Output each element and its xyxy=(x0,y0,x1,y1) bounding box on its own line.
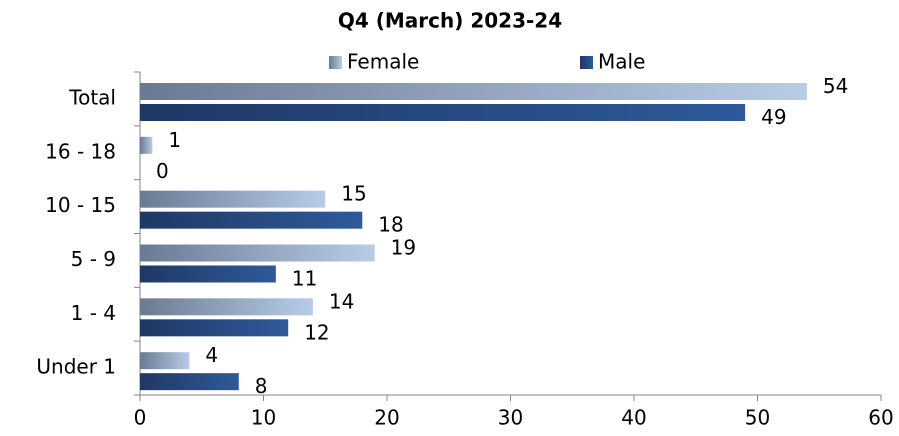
x-tick-label: 60 xyxy=(868,406,893,430)
bar xyxy=(140,244,375,262)
data-label: 15 xyxy=(341,182,366,206)
legend-swatch xyxy=(580,56,593,69)
y-tick-label: 1 - 4 xyxy=(71,301,116,325)
data-label: 12 xyxy=(304,320,329,344)
x-tick-label: 50 xyxy=(745,406,770,430)
data-label: 8 xyxy=(255,374,268,398)
x-tick-label: 10 xyxy=(251,406,276,430)
y-tick-label: Total xyxy=(68,85,116,109)
bar xyxy=(140,265,276,283)
data-label: 1 xyxy=(168,128,181,152)
bar xyxy=(140,136,153,154)
data-label: 14 xyxy=(329,289,354,313)
bar xyxy=(140,373,239,391)
y-tick-label: 10 - 15 xyxy=(45,193,116,217)
x-tick-label: 20 xyxy=(374,406,399,430)
chart-title: Q4 (March) 2023-24 xyxy=(338,9,562,33)
bar xyxy=(140,352,190,370)
bar xyxy=(140,190,326,208)
data-label: 19 xyxy=(391,236,416,260)
data-label: 49 xyxy=(761,105,786,129)
legend-label: Male xyxy=(598,50,645,74)
data-label: 0 xyxy=(156,159,169,183)
bar xyxy=(140,83,807,100)
bar xyxy=(140,319,289,337)
legend-label: Female xyxy=(347,50,419,74)
data-label: 54 xyxy=(823,74,848,98)
y-tick-label: Under 1 xyxy=(36,355,116,379)
data-label: 18 xyxy=(378,213,403,237)
y-tick-label: 16 - 18 xyxy=(45,139,116,163)
bar xyxy=(140,104,746,121)
legend-swatch xyxy=(329,56,342,69)
bar xyxy=(140,298,313,316)
x-tick-label: 0 xyxy=(134,406,147,430)
bar xyxy=(140,211,363,229)
y-tick-label: 5 - 9 xyxy=(71,247,116,271)
data-label: 4 xyxy=(205,343,218,367)
x-tick-label: 40 xyxy=(621,406,646,430)
data-label: 11 xyxy=(292,267,317,291)
x-tick-label: 30 xyxy=(498,406,523,430)
